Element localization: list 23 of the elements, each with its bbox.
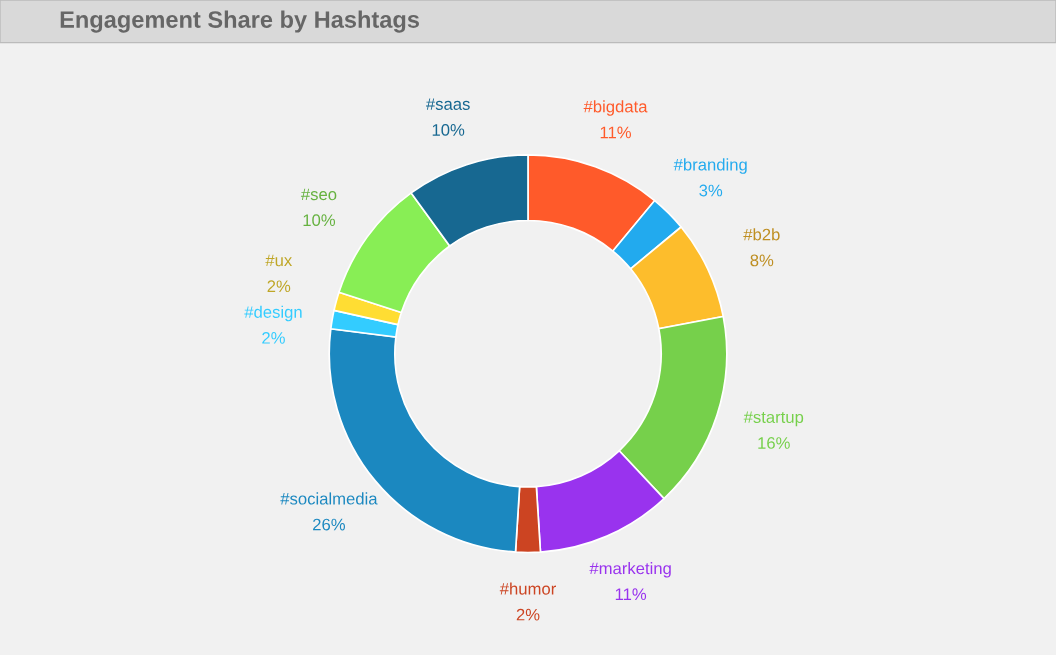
data-label: 11% <box>615 588 647 601</box>
data-label: 2% <box>516 608 540 621</box>
slice-label: #design <box>244 305 302 322</box>
slice-label: #branding <box>673 158 747 174</box>
slice-label: #saas <box>425 98 470 110</box>
slice-label: #b2b <box>743 228 780 241</box>
chart-title: Engagement Share by Hashtags <box>60 10 419 33</box>
slice-label: #bigdata <box>583 100 648 116</box>
data-label: 10% <box>432 124 465 136</box>
data-label: 10% <box>303 214 336 227</box>
slice-label: #startup <box>743 411 804 427</box>
data-label: 2% <box>262 331 285 344</box>
data-label: 11% <box>600 126 631 139</box>
slice-label: #seo <box>300 188 337 201</box>
data-label: 2% <box>267 280 291 293</box>
data-label: 26% <box>313 518 345 531</box>
slice-label: #humor <box>499 582 556 595</box>
slice-label: #ux <box>265 254 293 267</box>
data-label: 8% <box>750 254 774 267</box>
data-label: 16% <box>758 437 790 449</box>
slice-label: #socialmedia <box>280 492 378 505</box>
data-label: 3% <box>699 184 723 197</box>
slice-label: #marketing <box>589 562 671 578</box>
